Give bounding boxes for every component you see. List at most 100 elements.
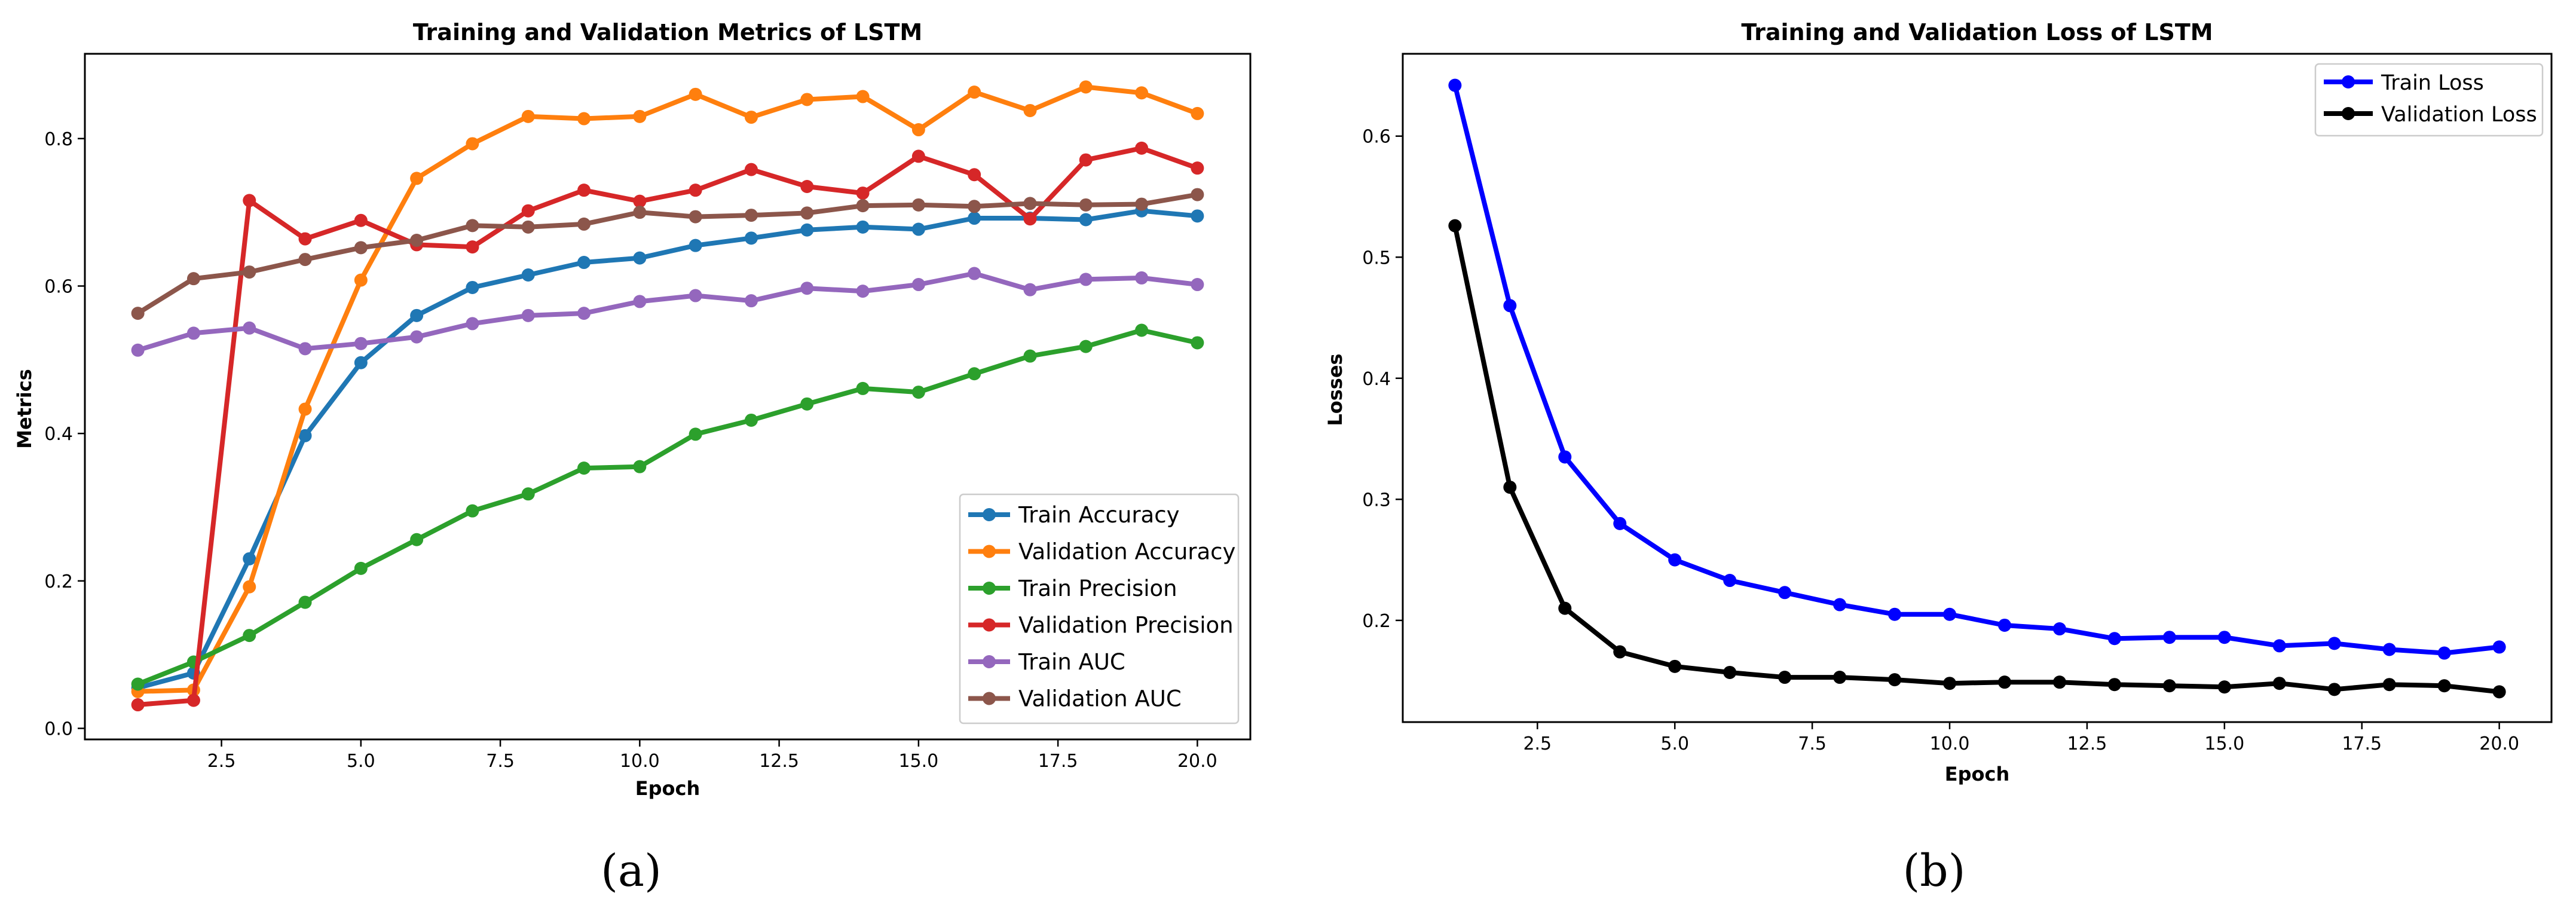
train-auc-point	[466, 317, 479, 331]
validation-precision-point	[968, 168, 981, 182]
validation-accuracy-point	[1079, 80, 1093, 94]
train-auc-point	[1079, 273, 1093, 286]
loss-chart-panel: Training and Validation Loss of LSTM 2.5…	[1324, 19, 2553, 897]
train-precision-point	[1023, 349, 1037, 363]
train-accuracy-point	[689, 239, 702, 252]
validation-loss-point	[1613, 645, 1627, 659]
validation-loss-point	[2217, 680, 2231, 694]
legend-label-train-accuracy: Train Accuracy	[1018, 502, 1179, 528]
train-precision-point	[968, 367, 981, 381]
x-tick-label: 20.0	[2479, 733, 2519, 754]
train-precision-point	[298, 595, 312, 609]
validation-auc-point	[298, 253, 312, 267]
train-auc-point	[911, 278, 925, 292]
train-precision-point	[689, 427, 702, 441]
validation-auc-point	[1135, 197, 1149, 211]
y-axis-label: Losses	[1324, 353, 1347, 426]
validation-accuracy-point	[1023, 103, 1037, 117]
train-auc-point	[410, 330, 424, 344]
validation-loss-point	[1723, 665, 1737, 679]
validation-loss-point	[1888, 673, 1902, 687]
y-tick-label: 0.3	[1362, 490, 1391, 510]
legend: Train Loss Validation Loss	[2314, 63, 2544, 137]
train-auc-point	[1023, 283, 1037, 296]
validation-precision-point	[354, 213, 368, 227]
train-loss-point	[2217, 631, 2231, 644]
train-auc-point	[577, 307, 591, 320]
validation-precision-point	[466, 240, 479, 254]
validation-precision-point	[856, 186, 870, 200]
validation-auc-point	[1079, 198, 1093, 212]
validation-loss-point	[1558, 601, 1572, 615]
train-precision-point	[521, 487, 535, 501]
legend-label-validation-loss: Validation Loss	[2381, 103, 2537, 127]
train-loss-point	[2107, 632, 2121, 646]
train-auc-point	[354, 337, 368, 350]
y-tick-label: 0.4	[44, 424, 73, 445]
train-precision-point	[410, 533, 424, 546]
train-accuracy-point	[466, 280, 479, 294]
x-tick-label: 12.5	[2067, 733, 2107, 754]
x-tick-label: 15.0	[2204, 733, 2244, 754]
train-precision-point	[466, 504, 479, 518]
train-loss-point	[1613, 516, 1627, 530]
train-auc-point	[1191, 278, 1204, 292]
train-precision-point	[354, 561, 368, 575]
train-accuracy-point	[633, 251, 647, 265]
validation-auc-point	[1023, 197, 1037, 210]
train-accuracy-point	[243, 552, 256, 565]
train-precision-point	[856, 381, 870, 395]
train-loss-line	[1452, 82, 2502, 656]
legend-marker-train-precision	[983, 582, 996, 595]
train-loss-point	[1997, 618, 2011, 632]
validation-auc-point	[968, 200, 981, 213]
validation-loss-point	[2162, 679, 2176, 693]
train-loss-point	[1778, 586, 1792, 600]
validation-accuracy-point	[1191, 106, 1204, 120]
train-accuracy-point	[800, 223, 814, 237]
train-auc-point	[243, 321, 256, 335]
train-loss-point	[2052, 622, 2066, 636]
train-precision-point	[577, 461, 591, 475]
panel-label: (a)	[601, 845, 662, 897]
validation-accuracy-point	[800, 93, 814, 106]
series-train-precision	[131, 323, 1204, 691]
x-tick-label: 12.5	[759, 751, 799, 772]
train-loss-point	[1668, 553, 1682, 567]
legend-marker-validation-auc	[983, 692, 996, 705]
legend-label-validation-auc: Validation AUC	[1018, 686, 1182, 712]
validation-loss-point	[1503, 481, 1517, 494]
train-loss-point	[1833, 598, 1847, 612]
validation-auc-point	[131, 307, 145, 320]
validation-accuracy-point	[968, 85, 981, 99]
validation-accuracy-point	[856, 90, 870, 103]
y-tick-label: 0.6	[1362, 127, 1391, 148]
validation-precision-point	[186, 693, 200, 707]
train-accuracy-point	[577, 256, 591, 270]
validation-auc-point	[800, 206, 814, 220]
train-accuracy-point	[1079, 213, 1093, 227]
train-precision-point	[633, 460, 647, 473]
axes-frame	[84, 53, 1252, 741]
train-loss-point	[1888, 607, 1902, 621]
y-tick-label: 0.4	[1362, 369, 1391, 390]
y-tick-label: 0.6	[44, 277, 73, 298]
validation-precision-point	[1135, 141, 1149, 155]
train-loss-point	[2272, 639, 2286, 653]
series-validation-precision	[131, 141, 1204, 712]
validation-loss-point	[1448, 219, 1462, 233]
train-loss-point	[2327, 637, 2341, 650]
train-precision-point	[911, 386, 925, 399]
validation-loss-point	[2052, 675, 2066, 689]
train-accuracy-point	[298, 429, 312, 442]
validation-precision-point	[689, 184, 702, 197]
legend-marker-validation-accuracy	[983, 545, 996, 558]
x-tick-label: 10.0	[620, 751, 660, 772]
x-axis-label: Epoch	[1945, 763, 2010, 785]
panel-label: (b)	[1902, 845, 1965, 897]
train-auc-point	[186, 326, 200, 340]
x-tick-label: 2.5	[207, 751, 236, 772]
train-precision-point	[1079, 340, 1093, 353]
x-tick-label: 17.5	[2342, 733, 2382, 754]
